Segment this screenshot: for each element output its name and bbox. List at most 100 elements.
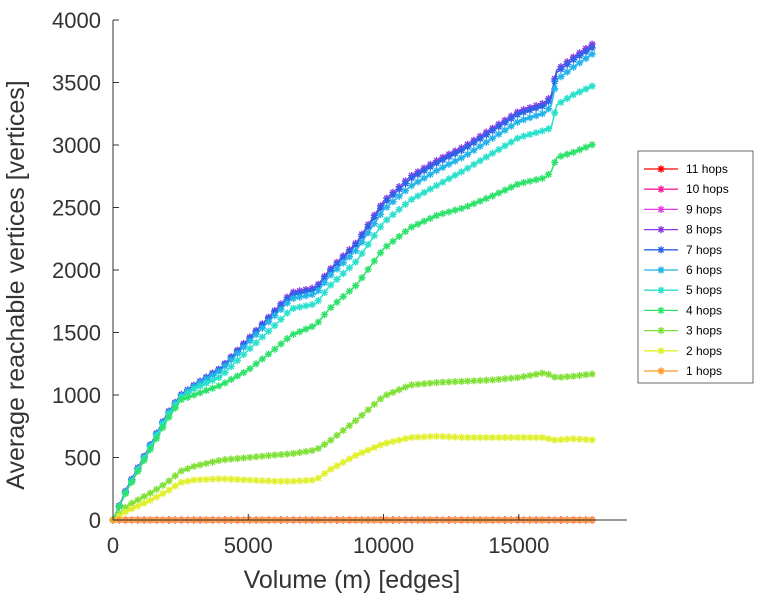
data-point bbox=[507, 183, 515, 191]
data-point bbox=[488, 376, 497, 384]
data-point bbox=[488, 134, 497, 142]
data-point bbox=[184, 465, 192, 473]
data-point bbox=[370, 400, 378, 408]
data-point bbox=[289, 294, 298, 302]
data-point bbox=[426, 163, 434, 171]
data-point bbox=[551, 373, 559, 381]
data-point bbox=[414, 220, 422, 228]
x-tick-label: 5000 bbox=[224, 533, 273, 558]
data-point bbox=[432, 432, 441, 440]
data-point bbox=[464, 202, 472, 210]
data-point bbox=[389, 198, 397, 206]
data-point bbox=[582, 48, 590, 56]
data-point bbox=[476, 376, 484, 385]
legend-marker bbox=[657, 165, 665, 173]
data-point bbox=[345, 287, 354, 295]
data-point bbox=[538, 127, 546, 135]
data-point bbox=[432, 182, 441, 190]
data-point bbox=[376, 249, 385, 257]
legend-label: 5 hops bbox=[686, 283, 722, 297]
data-point bbox=[526, 371, 534, 380]
data-point bbox=[221, 362, 229, 370]
data-point bbox=[177, 396, 186, 404]
data-point bbox=[233, 356, 242, 365]
data-point bbox=[221, 368, 229, 377]
data-point bbox=[333, 265, 341, 273]
data-point bbox=[308, 290, 316, 299]
data-point bbox=[233, 372, 242, 380]
legend-marker bbox=[657, 185, 665, 193]
data-point bbox=[383, 197, 391, 205]
data-point bbox=[544, 370, 553, 378]
data-point bbox=[495, 375, 503, 383]
data-point bbox=[308, 300, 316, 309]
data-point bbox=[488, 127, 497, 135]
data-point bbox=[582, 371, 590, 379]
data-point bbox=[445, 153, 453, 161]
series-line bbox=[112, 435, 595, 521]
data-point bbox=[538, 110, 546, 118]
data-point bbox=[439, 163, 447, 171]
axes bbox=[112, 19, 627, 521]
data-point bbox=[551, 77, 559, 85]
data-point bbox=[159, 424, 167, 432]
data-point bbox=[476, 433, 484, 442]
legend-label: 1 hops bbox=[686, 364, 722, 378]
data-point bbox=[569, 56, 578, 64]
data-point bbox=[327, 266, 335, 275]
data-point bbox=[327, 271, 335, 279]
data-point bbox=[115, 503, 123, 511]
data-point bbox=[339, 426, 347, 435]
legend-marker bbox=[657, 306, 665, 314]
data-point bbox=[320, 288, 329, 297]
data-point bbox=[277, 450, 285, 459]
y-tick-label: 1000 bbox=[52, 383, 101, 408]
data-point bbox=[445, 160, 453, 168]
data-point bbox=[277, 315, 285, 323]
data-point bbox=[165, 413, 173, 421]
data-point bbox=[358, 238, 366, 246]
data-point bbox=[215, 373, 223, 381]
data-point bbox=[401, 200, 410, 208]
data-point bbox=[395, 386, 403, 394]
data-point bbox=[563, 373, 571, 381]
data-point bbox=[457, 168, 466, 176]
data-point bbox=[277, 301, 285, 310]
data-point bbox=[426, 432, 434, 441]
data-point bbox=[432, 159, 441, 167]
data-point bbox=[208, 376, 217, 384]
data-point bbox=[551, 436, 559, 444]
data-point bbox=[464, 433, 472, 442]
data-point bbox=[370, 232, 378, 240]
data-point bbox=[370, 213, 378, 222]
y-tick-label: 2000 bbox=[52, 258, 101, 283]
data-point bbox=[339, 458, 347, 466]
data-point bbox=[495, 130, 503, 138]
data-point bbox=[302, 292, 310, 300]
data-point bbox=[327, 465, 335, 473]
data-point bbox=[196, 389, 204, 397]
data-point bbox=[246, 337, 254, 345]
data-point bbox=[488, 433, 497, 442]
data-point bbox=[408, 433, 416, 442]
data-point bbox=[439, 378, 447, 386]
data-point bbox=[588, 50, 596, 58]
y-tick-label: 2500 bbox=[52, 196, 101, 221]
data-point bbox=[283, 295, 291, 303]
data-point bbox=[513, 180, 522, 188]
data-point bbox=[470, 377, 478, 385]
data-point bbox=[165, 486, 173, 494]
data-point bbox=[551, 109, 559, 117]
data-point bbox=[283, 477, 291, 485]
data-point bbox=[246, 365, 254, 373]
data-point bbox=[240, 368, 248, 377]
data-point bbox=[470, 200, 478, 208]
data-point bbox=[302, 302, 310, 310]
legend-marker bbox=[657, 266, 665, 274]
legend-label: 7 hops bbox=[686, 243, 722, 257]
series-2-hops bbox=[109, 432, 596, 524]
data-point bbox=[569, 372, 578, 380]
data-point bbox=[208, 371, 217, 379]
data-point bbox=[352, 247, 360, 255]
data-point bbox=[395, 185, 403, 193]
